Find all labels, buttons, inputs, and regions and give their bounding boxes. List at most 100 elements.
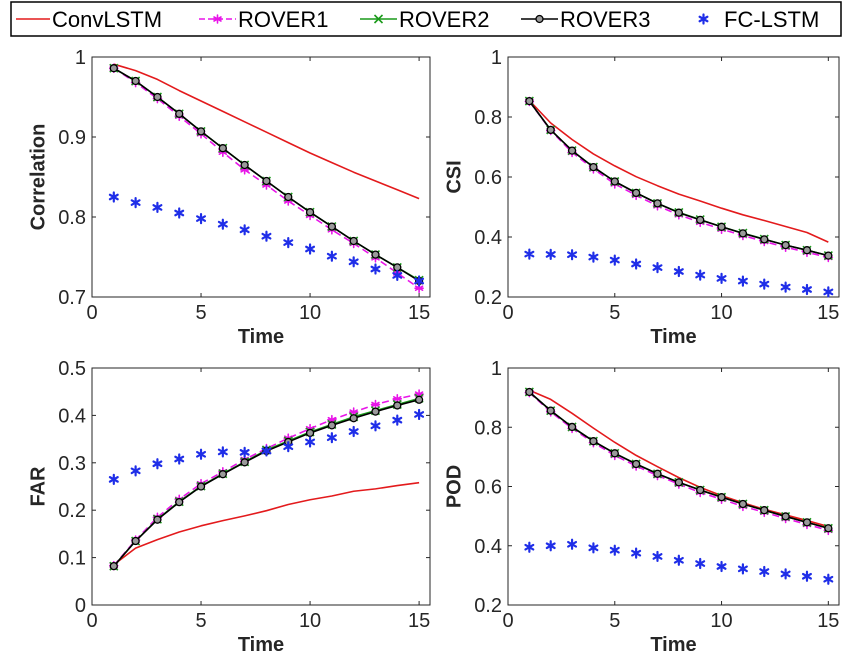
point-rover3 bbox=[240, 458, 249, 467]
point-fc-lstm bbox=[737, 275, 748, 287]
point-rover1 bbox=[392, 394, 403, 404]
point-fc-lstm bbox=[130, 197, 141, 209]
x-tick-label: 5 bbox=[609, 302, 620, 324]
x-tick-label: 0 bbox=[86, 302, 97, 324]
point-rover3 bbox=[610, 449, 619, 458]
point-fc-lstm bbox=[567, 538, 578, 550]
point-fc-lstm bbox=[524, 248, 535, 260]
series-line-convlstm bbox=[529, 389, 829, 528]
x-tick-label: 10 bbox=[710, 610, 732, 632]
legend-marker-rover3 bbox=[535, 14, 544, 24]
point-rover3 bbox=[284, 192, 293, 202]
point-fc-lstm bbox=[326, 432, 337, 444]
point-fc-lstm bbox=[545, 540, 556, 552]
series-convlstm bbox=[113, 481, 420, 566]
point-rover1 bbox=[305, 423, 315, 434]
point-rover3 bbox=[218, 470, 227, 479]
point-fc-lstm bbox=[392, 414, 403, 426]
legend-marker-rover2 bbox=[373, 14, 384, 24]
series-rover3 bbox=[525, 387, 833, 533]
point-rover3 bbox=[327, 222, 337, 231]
x-tick-label: 5 bbox=[195, 610, 206, 632]
x-tick-label: 15 bbox=[408, 610, 430, 632]
legend-label: ROVER2 bbox=[399, 7, 489, 32]
point-rover3 bbox=[610, 177, 619, 186]
legend-item-convlstm: ConvLSTM bbox=[16, 7, 162, 32]
axes-box bbox=[91, 367, 431, 606]
point-fc-lstm bbox=[174, 453, 185, 465]
point-rover3 bbox=[824, 524, 833, 533]
point-rover3 bbox=[653, 469, 662, 478]
x-axis-label: Time bbox=[238, 634, 284, 656]
subplot-far: 0 5 10 15 0 0.1 0.2 0.3 0.4 0.5 Time FAR bbox=[27, 358, 431, 656]
point-rover3 bbox=[802, 246, 812, 255]
y-axis-label: FAR bbox=[27, 466, 49, 507]
x-tick-label: 10 bbox=[710, 302, 732, 324]
y-tick-label: 0.6 bbox=[474, 477, 502, 499]
point-rover3 bbox=[393, 401, 402, 410]
point-fc-lstm bbox=[673, 265, 684, 278]
point-fc-lstm bbox=[737, 563, 748, 575]
point-fc-lstm bbox=[108, 191, 119, 203]
point-rover3 bbox=[674, 478, 683, 487]
point-fc-lstm bbox=[370, 263, 381, 275]
x-tick-label: 15 bbox=[817, 302, 839, 324]
point-rover3 bbox=[153, 515, 162, 524]
series-line-convlstm bbox=[113, 481, 420, 566]
point-rover3 bbox=[525, 96, 534, 106]
point-rover3 bbox=[567, 146, 577, 155]
series-fc-lstm bbox=[108, 191, 425, 287]
point-rover3 bbox=[327, 421, 337, 430]
point-rover1 bbox=[327, 414, 337, 425]
point-rover3 bbox=[349, 236, 358, 246]
y-axis-label: POD bbox=[443, 465, 465, 508]
point-fc-lstm bbox=[370, 420, 381, 432]
point-fc-lstm bbox=[716, 272, 727, 284]
point-fc-lstm bbox=[652, 262, 663, 274]
legend-marker-fc-lstm bbox=[698, 13, 709, 25]
point-rover3 bbox=[131, 76, 140, 86]
point-rover3 bbox=[546, 406, 555, 415]
point-rover3 bbox=[717, 222, 726, 231]
point-rover3 bbox=[262, 176, 271, 186]
point-fc-lstm bbox=[108, 473, 119, 485]
point-fc-lstm bbox=[673, 554, 684, 566]
point-fc-lstm bbox=[152, 201, 163, 213]
legend-item-fc-lstm: FC-LSTM bbox=[698, 7, 819, 32]
point-fc-lstm bbox=[348, 425, 359, 438]
point-rover3 bbox=[175, 109, 184, 118]
legend-label: ROVER1 bbox=[238, 7, 328, 32]
y-tick-label: 0.8 bbox=[474, 417, 502, 439]
point-fc-lstm bbox=[217, 218, 228, 230]
series-fc-lstm bbox=[524, 248, 834, 298]
x-tick-label: 10 bbox=[299, 610, 321, 632]
series-convlstm bbox=[113, 63, 420, 200]
x-tick-label: 15 bbox=[408, 302, 430, 324]
point-fc-lstm bbox=[174, 207, 185, 219]
point-fc-lstm bbox=[196, 448, 207, 460]
subplot-csi: 0 5 10 15 0.2 0.4 0.6 0.8 1 Time CSI bbox=[443, 47, 840, 348]
x-axis-label: Time bbox=[238, 326, 284, 348]
point-fc-lstm bbox=[196, 213, 207, 225]
legend-marker-rover1 bbox=[212, 14, 223, 24]
point-rover3 bbox=[196, 482, 206, 491]
subplot-correlation: 0 5 10 15 0.7 0.8 0.9 1 Time Correlation bbox=[27, 47, 431, 348]
x-axis-label: Time bbox=[650, 634, 696, 656]
y-tick-label: 1 bbox=[491, 358, 502, 380]
point-rover3 bbox=[760, 506, 769, 515]
point-fc-lstm bbox=[414, 408, 425, 421]
legend: ConvLSTM ROVER1 ROVER2 ROVER3 FC-LSTM bbox=[10, 1, 842, 37]
point-rover1 bbox=[239, 165, 250, 175]
y-tick-label: 0.4 bbox=[474, 227, 502, 249]
x-tick-label: 0 bbox=[502, 302, 513, 324]
y-tick-label: 0 bbox=[75, 595, 86, 617]
point-fc-lstm bbox=[283, 237, 294, 249]
point-rover3 bbox=[305, 428, 315, 438]
legend-label: FC-LSTM bbox=[724, 7, 819, 32]
series-rover3 bbox=[525, 96, 833, 260]
point-rover3 bbox=[525, 387, 534, 397]
series-convlstm bbox=[528, 99, 829, 243]
point-rover3 bbox=[717, 493, 726, 502]
